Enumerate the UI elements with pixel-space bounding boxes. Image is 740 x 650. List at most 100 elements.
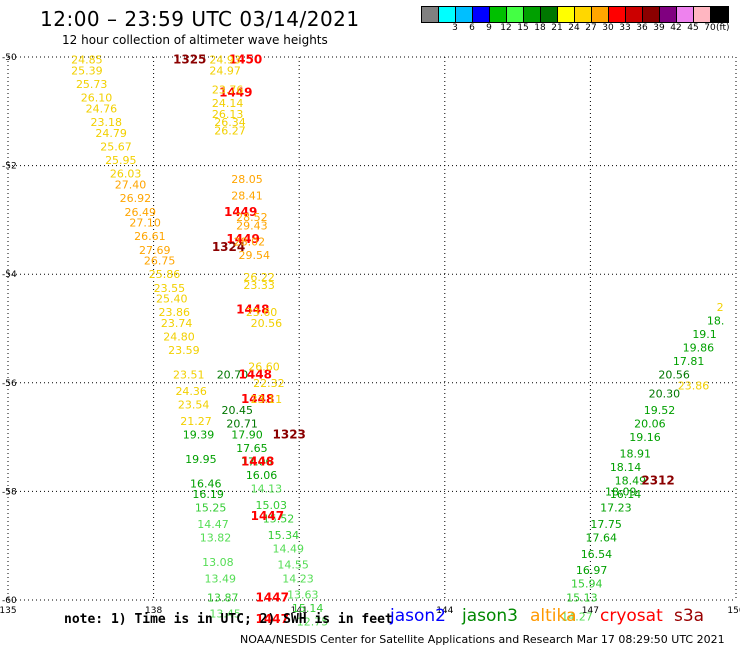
wave-height-value: 18.49 xyxy=(615,475,647,488)
wave-height-value: 21.27 xyxy=(180,415,212,428)
legend-tick-label: 21 xyxy=(551,23,563,33)
legend-tick-label: 12 xyxy=(500,23,512,33)
wave-height-value: 23.11 xyxy=(251,393,283,406)
legend-swatch xyxy=(422,7,439,22)
wave-height-value: 20.70 xyxy=(217,369,249,382)
latitude-tick-label: -50 xyxy=(2,53,17,63)
wave-height-value: 13.49 xyxy=(205,572,237,585)
axis-labels: 135 138 141 144 147 150 -50 -52 -54 -56 -58 -60 xyxy=(0,53,740,616)
pass-time-label: 1448 xyxy=(241,392,274,406)
wave-height-value: 24.97 xyxy=(209,65,241,78)
wave-height-value: 16.46 xyxy=(190,477,222,490)
wave-height-value: 17.64 xyxy=(586,532,618,545)
wave-height-value: 16.14 xyxy=(610,488,642,501)
legend-swatch xyxy=(456,7,473,22)
legend-swatch xyxy=(473,7,490,22)
wave-height-value: 20.30 xyxy=(649,388,681,401)
longitude-tick-label: 135 xyxy=(0,606,17,616)
wave-height-value: 16.06 xyxy=(246,469,278,482)
wave-height-value: 17.06 xyxy=(241,456,273,469)
wave-height-value: 19.16 xyxy=(629,431,661,444)
wave-height-value: 24.14 xyxy=(212,97,244,110)
wave-height-value: 28.05 xyxy=(231,173,263,186)
legend-swatch xyxy=(558,7,575,22)
wave-height-value: 18.09 xyxy=(605,485,637,498)
legend-tick-label: 42 xyxy=(670,23,682,33)
legend-swatch xyxy=(507,7,524,22)
wave-height-value: 13.08 xyxy=(202,556,234,569)
wave-height-value: 14.27 xyxy=(561,610,593,623)
wave-height-value: 24.80 xyxy=(163,331,195,344)
legend-swatch xyxy=(609,7,626,22)
pass-time-label: 1447 xyxy=(256,590,289,604)
wave-height-value: 23.33 xyxy=(243,279,274,292)
wave-height-value: 19.52 xyxy=(644,404,676,417)
wave-height-value: 17.23 xyxy=(600,502,632,515)
latitude-tick-label: -58 xyxy=(2,487,17,497)
wave-height-value: 23.76 xyxy=(212,84,244,97)
satellite-name-s3a: s3a xyxy=(674,606,705,626)
wave-height-value: 18.14 xyxy=(610,461,642,474)
wave-height-value: 24.79 xyxy=(95,127,127,140)
wave-height-value: 25.40 xyxy=(156,293,188,306)
color-scale-legend xyxy=(421,6,729,23)
wave-height-value: 25.73 xyxy=(76,78,108,91)
wave-height-value: 19.95 xyxy=(185,453,217,466)
wave-height-value: 26.49 xyxy=(124,206,156,219)
wave-height-value: 24.76 xyxy=(86,103,118,116)
legend-swatch xyxy=(439,7,456,22)
pass-time-label: 1324 xyxy=(212,240,245,254)
satellite-name-cryosat: cryosat xyxy=(600,606,663,626)
wave-height-value: 23.74 xyxy=(161,317,193,330)
wave-height-value: 29.43 xyxy=(236,219,268,232)
satellite-name-jason2: jason2 xyxy=(390,606,446,626)
pass-time-label: 1448 xyxy=(239,368,272,382)
legend-tick-label: 6 xyxy=(469,23,475,33)
legend-tick-label: 30 xyxy=(602,23,614,33)
longitude-tick-label: 150 xyxy=(727,606,740,616)
wave-height-labels: 24.8525.3925.7326.1024.7623.1824.7925.67… xyxy=(71,53,724,629)
wave-height-value: 28.02 xyxy=(234,236,266,249)
wave-height-value: 20.71 xyxy=(226,418,258,431)
wave-height-value: 23.18 xyxy=(91,116,123,129)
longitude-tick-label: 138 xyxy=(145,606,162,616)
longitude-tick-label: 144 xyxy=(436,606,453,616)
wave-height-value: 25.39 xyxy=(71,65,103,78)
legend-tick-label: 33 xyxy=(619,23,631,33)
wave-height-value: 15.14 xyxy=(292,602,324,615)
wave-height-value: 14.55 xyxy=(277,559,309,572)
grid-lines xyxy=(7,56,737,601)
wave-height-value: 25.95 xyxy=(105,154,137,167)
wave-height-value: 17.81 xyxy=(673,355,705,368)
wave-height-value: 23.51 xyxy=(173,369,205,382)
legend-swatch xyxy=(660,7,677,22)
wave-height-value: 14.23 xyxy=(282,572,314,585)
legend-swatch xyxy=(643,7,660,22)
legend-swatch xyxy=(626,7,643,22)
wave-height-value: 18.91 xyxy=(620,447,652,460)
wave-height-value: 25.86 xyxy=(149,268,181,281)
wave-height-value: 28.41 xyxy=(231,189,263,202)
wave-height-value: 26.03 xyxy=(110,168,142,181)
pass-time-label: 1447 xyxy=(251,509,284,523)
footer-note: note: 1) Time is in UTC; 2) SWH is in fe… xyxy=(64,612,393,627)
legend-swatch xyxy=(592,7,609,22)
wave-height-value: 20.45 xyxy=(222,404,254,417)
pass-time-label: 1325 xyxy=(173,53,206,67)
wave-height-value: 15.25 xyxy=(195,502,227,515)
wave-height-value: 14.13 xyxy=(251,483,283,496)
wave-height-value: 19.1 xyxy=(692,328,717,341)
wave-height-value: 20.56 xyxy=(251,317,283,330)
wave-height-value: 17.90 xyxy=(231,428,263,441)
wave-height-value: 22.32 xyxy=(253,377,284,390)
legend-tick-label: 70 xyxy=(704,23,716,33)
satellite-name-jason3: jason3 xyxy=(462,606,518,626)
wave-height-value: 13.45 xyxy=(209,608,241,621)
wave-height-value: 26.27 xyxy=(214,124,246,137)
legend-tick-label: 9 xyxy=(486,23,492,33)
wave-height-value: 15.34 xyxy=(268,529,300,542)
wave-height-value: 13.63 xyxy=(287,589,319,602)
wave-height-value: 26.34 xyxy=(214,116,246,129)
credit-line: NOAA/NESDIS Center for Satellite Applica… xyxy=(240,633,725,646)
